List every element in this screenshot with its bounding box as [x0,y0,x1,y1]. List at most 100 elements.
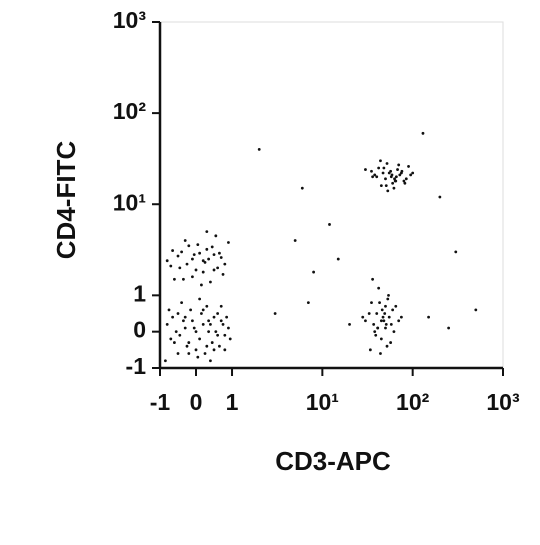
event-dot [167,308,171,312]
event-dot [185,262,189,266]
event-dot [209,359,212,363]
event-dot [223,262,227,266]
y-tick-label: 10¹ [113,189,146,215]
event-dot [397,319,401,323]
event-dot [400,169,404,173]
event-dot [384,304,387,308]
event-dot [386,297,390,301]
event-dot [187,244,191,248]
event-dot [221,323,225,326]
event-dot [379,184,383,188]
event-dot [194,348,198,352]
event-dot [185,344,189,348]
event-dot [393,177,396,181]
event-dot [402,179,406,183]
event-dot [398,173,402,177]
y-tick-label: 1 [133,280,146,306]
event-dot [273,312,277,315]
event-dot [173,341,176,344]
event-dot [209,323,212,326]
event-dot [196,355,200,359]
event-dot [176,254,180,258]
event-dot [328,223,331,226]
y-tick-label: 10³ [113,7,147,33]
event-dot [385,162,389,165]
event-dot [391,181,395,185]
event-dot [201,308,205,312]
x-axis-label: CD3-APC [275,446,391,476]
event-dot [216,312,220,315]
event-dot [382,319,386,323]
event-dot [203,260,207,264]
event-dot [361,315,365,319]
event-dot [454,250,458,254]
event-dot [373,330,377,334]
event-dot [198,297,202,301]
event-dot [212,348,216,352]
event-dot [364,319,367,323]
event-dot [192,253,196,256]
event-dot [399,315,403,319]
event-dot [200,283,203,287]
event-dot [411,171,415,175]
event-dot [214,234,218,238]
event-dot [300,186,304,190]
event-dot [427,315,430,319]
event-dot [223,348,227,352]
event-dot [438,195,442,199]
event-dot [194,330,198,334]
event-dot [214,330,218,334]
event-dot [178,266,182,270]
event-dot [187,341,191,344]
event-dot [306,301,310,305]
event-dot [198,251,202,255]
event-dot [205,344,209,348]
event-dot [474,308,478,312]
event-dot [379,352,382,355]
event-dot [394,304,398,308]
event-dot [387,293,390,297]
event-dot [216,333,220,337]
event-dot [169,337,173,341]
event-dot [409,173,413,177]
event-dot [368,348,372,352]
event-dot [384,177,387,181]
event-dot [219,256,223,259]
event-dot [171,315,175,319]
event-dot [216,266,220,270]
event-dot [210,341,214,344]
event-dot [389,341,393,344]
event-dot [390,173,394,177]
event-dot [370,301,373,305]
event-dot [219,304,223,308]
event-dot [373,173,377,177]
event-dot [383,312,387,315]
event-dot [221,272,225,276]
event-dot [212,315,216,319]
event-dot [218,251,221,255]
y-tick-label: -1 [126,353,147,379]
event-dot [196,243,200,247]
event-dot [191,319,194,323]
event-dot [391,308,395,312]
event-dot [205,230,209,234]
event-dot [375,175,379,179]
event-dot [174,330,178,334]
event-dot [380,308,384,312]
event-dot [169,264,173,268]
event-dot [421,131,425,135]
event-dot [384,323,388,326]
event-dot [212,253,216,256]
event-dot [312,270,316,274]
event-dot [377,166,381,170]
event-dot [371,277,375,281]
event-dot [194,268,198,272]
event-dot [183,326,187,330]
event-dot [183,239,187,242]
event-dot [447,326,451,330]
event-dot [382,166,386,170]
event-dot [182,277,185,281]
y-tick-label: 10² [113,98,147,124]
event-dot [403,181,407,185]
